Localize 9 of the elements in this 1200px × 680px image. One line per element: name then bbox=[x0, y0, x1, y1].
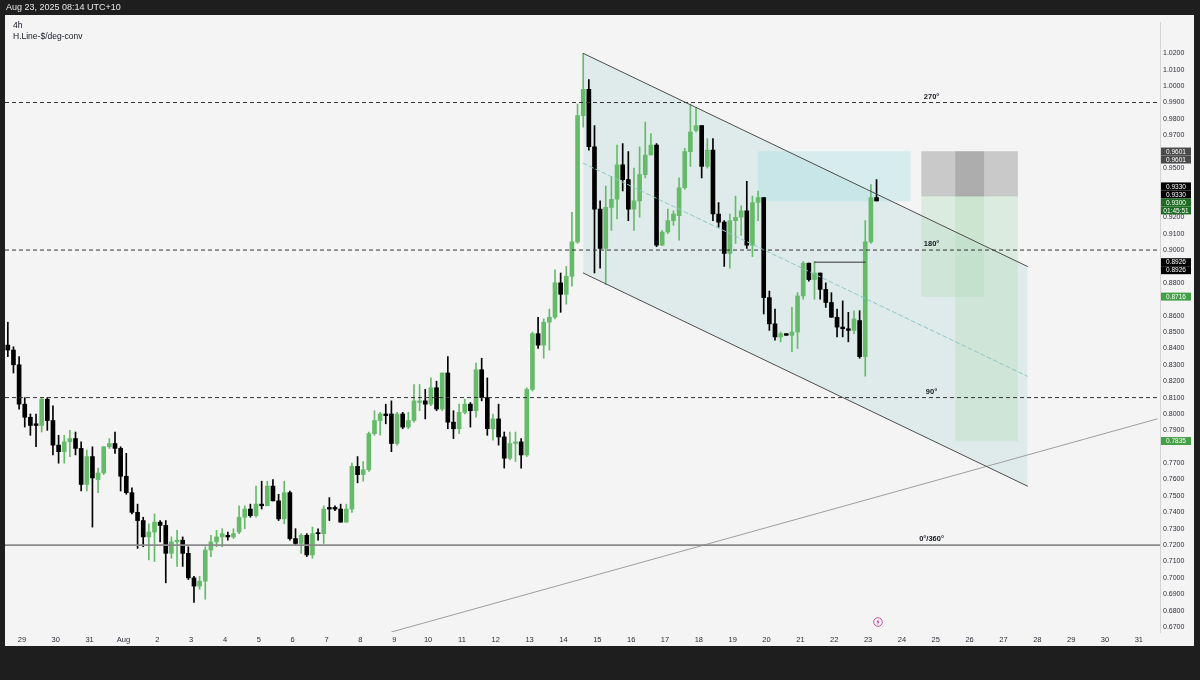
bar bbox=[757, 151, 911, 202]
candlestick bbox=[315, 528, 321, 541]
chart-title: 4h bbox=[13, 20, 23, 30]
text: Aug 23, 2025 08:14 UTC+10 bbox=[6, 2, 121, 12]
bar bbox=[955, 151, 1018, 197]
bar bbox=[955, 195, 1018, 442]
text: H.Line-$/deg-conv bbox=[13, 31, 83, 41]
candlestick bbox=[5, 321, 11, 357]
candlestick bbox=[225, 531, 231, 541]
